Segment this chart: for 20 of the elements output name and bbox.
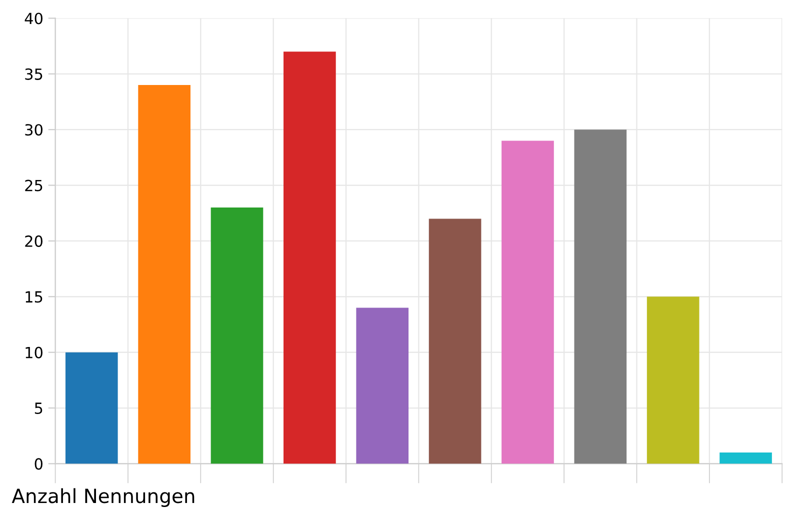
bar xyxy=(356,308,409,464)
bar xyxy=(502,140,554,464)
bar xyxy=(574,130,627,464)
y-tick-label: 35 xyxy=(25,68,42,80)
y-tick-label: 0 xyxy=(34,458,42,470)
x-axis-title: Anzahl Nennungen xyxy=(12,488,194,508)
y-tick-label: 20 xyxy=(25,235,42,247)
bar xyxy=(646,296,700,464)
y-tick-label: 25 xyxy=(25,180,42,192)
bar xyxy=(428,218,482,464)
y-tick-label: 15 xyxy=(26,291,42,303)
bar xyxy=(284,52,336,464)
y-tick-label: 40 xyxy=(24,12,42,24)
bar xyxy=(65,352,118,464)
bar xyxy=(720,452,772,464)
bar xyxy=(138,85,190,464)
y-tick-label: 30 xyxy=(25,124,42,136)
y-tick-label: 10 xyxy=(26,346,42,358)
y-tick-label: 5 xyxy=(34,402,42,414)
bar xyxy=(210,208,264,464)
